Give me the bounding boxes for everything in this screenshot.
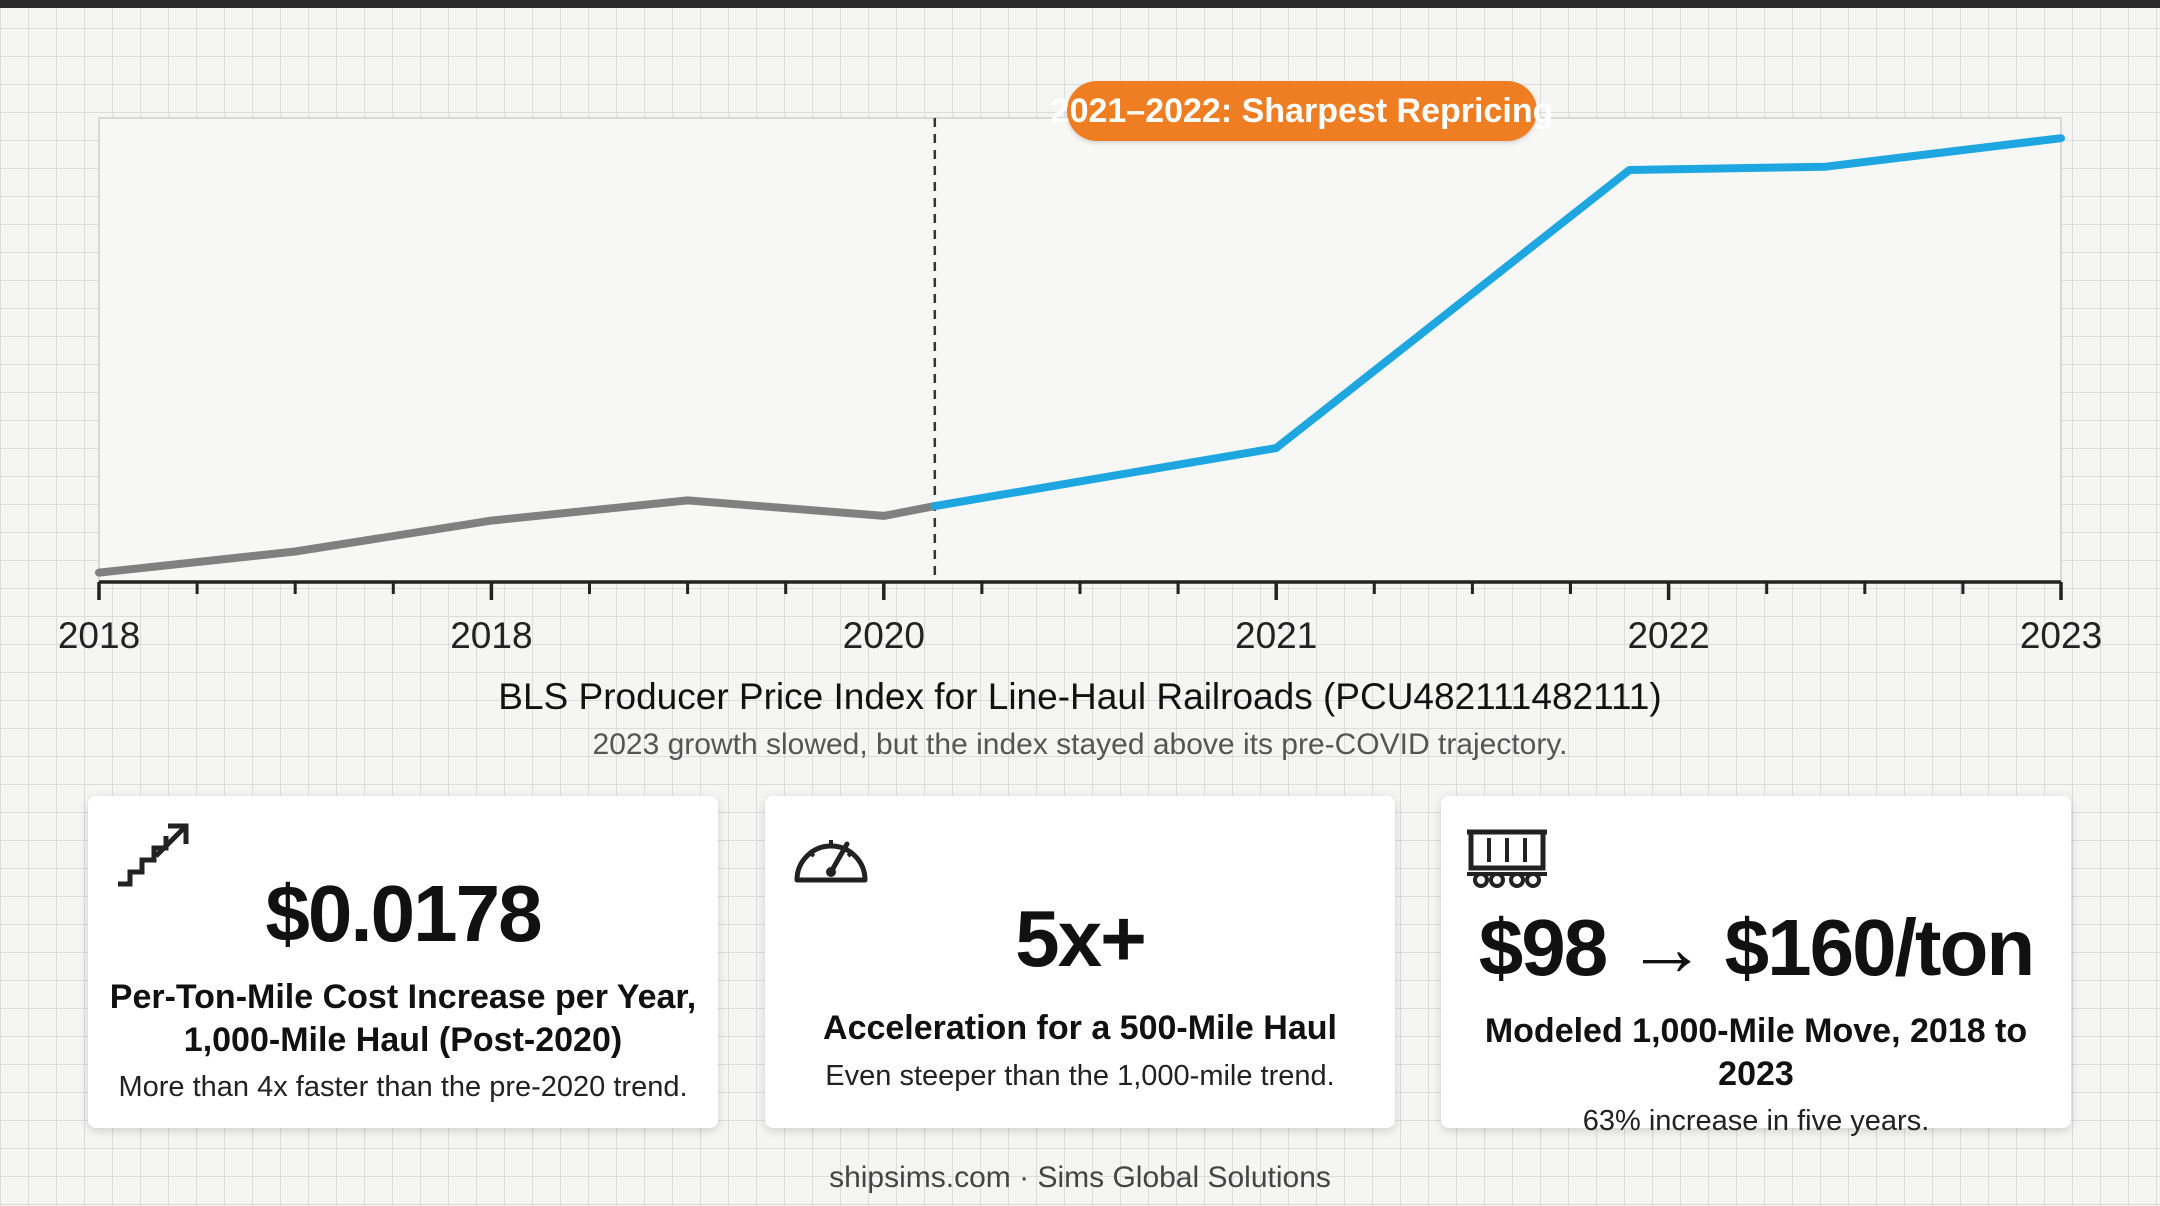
- series-line-post-2020: [930, 134, 2065, 511]
- x-tick-label: 2020: [843, 615, 925, 656]
- stat-value: $0.0178: [265, 869, 542, 958]
- speedometer-icon: [789, 820, 873, 895]
- stairs-arrow-icon: [112, 820, 192, 897]
- series-line-pre-2020: [95, 496, 939, 577]
- stat-card-cost-increase: $0.0178 Per-Ton-Mile Cost Increase per Y…: [88, 796, 718, 1128]
- stat-note: More than 4x faster than the pre-2020 tr…: [118, 1071, 688, 1103]
- stat-value: 5x+: [1015, 894, 1147, 983]
- x-tick-label: 2018: [450, 615, 532, 656]
- footer-credit: shipsims.com · Sims Global Solutions: [829, 1161, 1331, 1194]
- callout-badge: 2021–2022: Sharpest Repricing: [1051, 81, 1553, 141]
- stat-note: Even steeper than the 1,000-mile trend.: [825, 1059, 1335, 1092]
- stat-note: 63% increase in five years.: [1582, 1105, 1930, 1137]
- railcar-icon: [1465, 820, 1549, 895]
- x-tick-label: 2022: [1627, 615, 1709, 656]
- stat-label: Modeled 1,000-Mile Move, 2018 to 2023: [1484, 1012, 2028, 1093]
- x-tick-label: 2018: [58, 615, 140, 656]
- stat-value: $98 → $160/ton: [1478, 903, 2036, 992]
- stat-card-acceleration: 5x+ Acceleration for a 500-Mile Haul Eve…: [765, 796, 1395, 1128]
- top-bar: [0, 0, 2160, 8]
- stat-label-line: 1,000-Mile Haul (Post-2020): [183, 1020, 623, 1059]
- stat-label-line: Per-Ton-Mile Cost Increase per Year,: [109, 978, 697, 1016]
- stat-label: Acceleration for a 500-Mile Haul: [823, 1009, 1337, 1047]
- stat-card-modeled-move: $98 → $160/ton Modeled 1,000-Mile Move, …: [1441, 796, 2071, 1137]
- chart-subtitle: 2023 growth slowed, but the index stayed…: [592, 728, 1568, 761]
- line-chart: 2018 2018 2020 2021 2022 2023: [58, 117, 2102, 656]
- x-tick-label: 2023: [2020, 615, 2102, 656]
- plot-area: [98, 117, 2062, 583]
- chart-title: BLS Producer Price Index for Line-Haul R…: [498, 676, 1662, 717]
- x-tick-label: 2021: [1235, 615, 1317, 656]
- stat-label: Per-Ton-Mile Cost Increase per Year, 1,0…: [108, 976, 698, 1061]
